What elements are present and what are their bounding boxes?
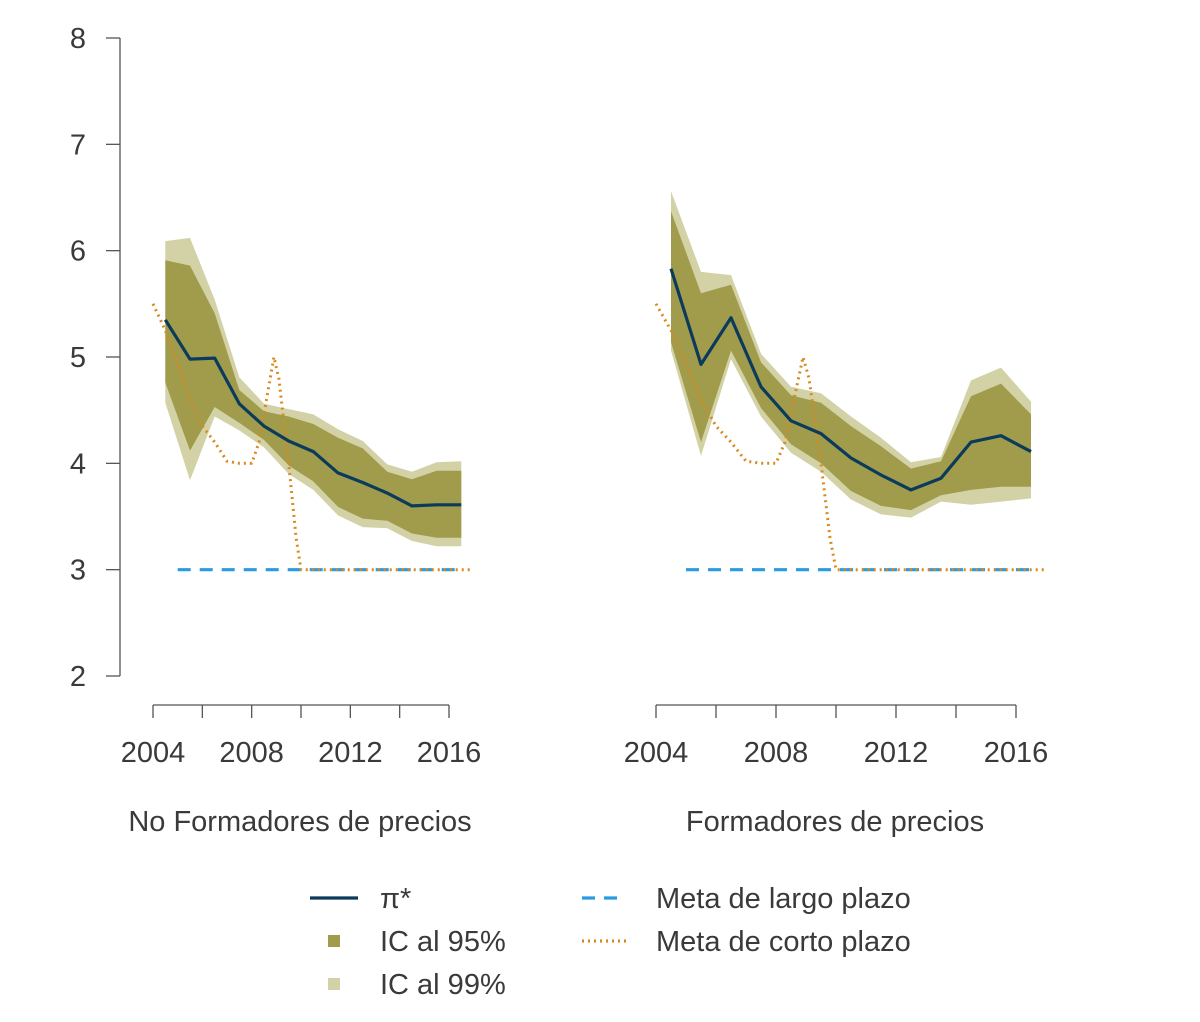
panel-1: 2004 2008 2012 2016 No Formadores de precios bbox=[121, 237, 482, 838]
legend-label-long_term_goal: Meta de largo plazo bbox=[656, 883, 911, 915]
y-tick-label: 6 bbox=[70, 236, 86, 268]
y-tick-label: 8 bbox=[70, 23, 86, 55]
legend: π* IC al 95% IC al 99% Meta de largo plazo M… bbox=[310, 883, 911, 1001]
y-tick-label: 4 bbox=[70, 448, 86, 480]
y-tick-label: 3 bbox=[70, 555, 86, 587]
y-tick-label: 7 bbox=[70, 129, 86, 161]
legend-label-ci95: IC al 95% bbox=[380, 926, 506, 958]
legend-swatch-ci95 bbox=[328, 935, 340, 947]
legend-swatch-ci99 bbox=[328, 978, 340, 990]
chart-panels: 2004 2008 2012 2016 No Formadores de precios… bbox=[121, 191, 1049, 838]
legend-label-short_term_goal: Meta de corto plazo bbox=[656, 926, 911, 958]
x-tick-label: 2008 bbox=[744, 737, 809, 769]
pi-star-line bbox=[669, 268, 1032, 492]
y-tick-label: 2 bbox=[70, 661, 86, 693]
short-term-goal-line bbox=[654, 303, 1046, 572]
ci99-band bbox=[165, 237, 462, 547]
legend-label-ci99: IC al 99% bbox=[380, 969, 506, 1001]
y-tick-label: 5 bbox=[70, 342, 86, 374]
panel-2: 2004 2008 2012 2016 Formadores de precios bbox=[624, 191, 1049, 838]
x-tick-label: 2008 bbox=[219, 737, 284, 769]
x-tick-label: 2016 bbox=[984, 737, 1049, 769]
ci95-band bbox=[671, 211, 1031, 511]
ci95-band bbox=[165, 260, 462, 538]
pi-star-line bbox=[163, 318, 462, 508]
x-tick-label: 2004 bbox=[624, 737, 689, 769]
x-tick-label: 2016 bbox=[417, 737, 482, 769]
panel-title: No Formadores de precios bbox=[128, 806, 471, 838]
legend-label-pi_star: π* bbox=[380, 883, 411, 915]
x-tick-label: 2004 bbox=[121, 737, 186, 769]
x-tick-label: 2012 bbox=[864, 737, 929, 769]
panel-title: Formadores de precios bbox=[686, 806, 984, 838]
x-tick-label: 2012 bbox=[318, 737, 383, 769]
y-axis: 2 3 4 5 6 7 8 bbox=[70, 23, 121, 693]
